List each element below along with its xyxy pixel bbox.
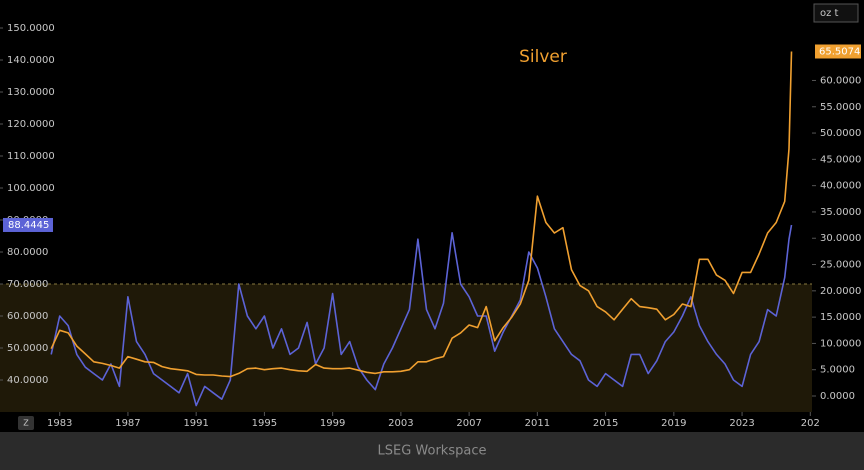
y-tick-label: 110.0000: [7, 151, 55, 162]
last-value-badge: [815, 44, 861, 59]
last-value-label: 65.5074: [819, 47, 860, 58]
highlight-band: [0, 284, 812, 412]
y-tick-label: 60.0000: [7, 311, 48, 322]
y2-tick-label: 0.0000: [820, 391, 855, 402]
plot: [0, 51, 812, 412]
y-tick-label: 40.0000: [7, 375, 48, 386]
last-value-badge: [3, 217, 53, 232]
unit-box: [813, 3, 859, 23]
y2-tick-label: 55.0000: [820, 102, 861, 113]
y2-tick-label: 45.0000: [820, 154, 861, 165]
y2-tick-label: 5.0000: [820, 365, 855, 376]
series-line: [50, 51, 793, 378]
y2-tick-label: 60.0000: [820, 75, 861, 86]
unit-label: oz t: [820, 8, 839, 19]
y2-tick-label: 15.0000: [820, 312, 861, 323]
badge-box: [18, 416, 34, 430]
y2-tick-label: 50.0000: [820, 128, 861, 139]
x-tick-label: 2023: [729, 418, 754, 429]
y-tick-label: 140.0000: [7, 55, 55, 66]
x-tick-label: 1983: [47, 418, 72, 429]
y2-tick-label: 10.0000: [820, 338, 861, 349]
x-tick-label: 2007: [456, 418, 481, 429]
y2-tick-label: 35.0000: [820, 207, 861, 218]
y-tick-label: 50.0000: [7, 343, 48, 354]
last-value-label: 88.4445: [8, 220, 49, 231]
series-line: [50, 224, 793, 407]
x-tick-label: 2019: [661, 418, 686, 429]
x-tick-label: 1987: [115, 418, 140, 429]
y-tick-label: 130.0000: [7, 87, 55, 98]
x-tick-label: 202: [801, 418, 820, 429]
x-tick-label: 1991: [183, 418, 208, 429]
x-tick-label: 2003: [388, 418, 413, 429]
y2-tick-label: 20.0000: [820, 286, 861, 297]
footer: LSEG Workspace: [378, 444, 487, 459]
y-tick-label: 100.0000: [7, 183, 55, 194]
footer-bar: [0, 432, 864, 470]
y2-tick-label: 25.0000: [820, 260, 861, 271]
y-tick-label: 80.0000: [7, 247, 48, 258]
y-tick-label: 150.0000: [7, 23, 55, 34]
chart-title: Silver: [519, 47, 567, 67]
y2-tick-label: 40.0000: [820, 181, 861, 192]
x-tick-label: 2011: [525, 418, 550, 429]
x-tick-label: 1995: [252, 418, 277, 429]
y2-tick-label: 30.0000: [820, 233, 861, 244]
x-tick-label: 1999: [320, 418, 345, 429]
x-tick-label: 2015: [593, 418, 618, 429]
y-tick-label: 70.0000: [7, 279, 48, 290]
corner-badge: Z: [23, 419, 29, 428]
y-tick-label: 120.0000: [7, 119, 55, 130]
